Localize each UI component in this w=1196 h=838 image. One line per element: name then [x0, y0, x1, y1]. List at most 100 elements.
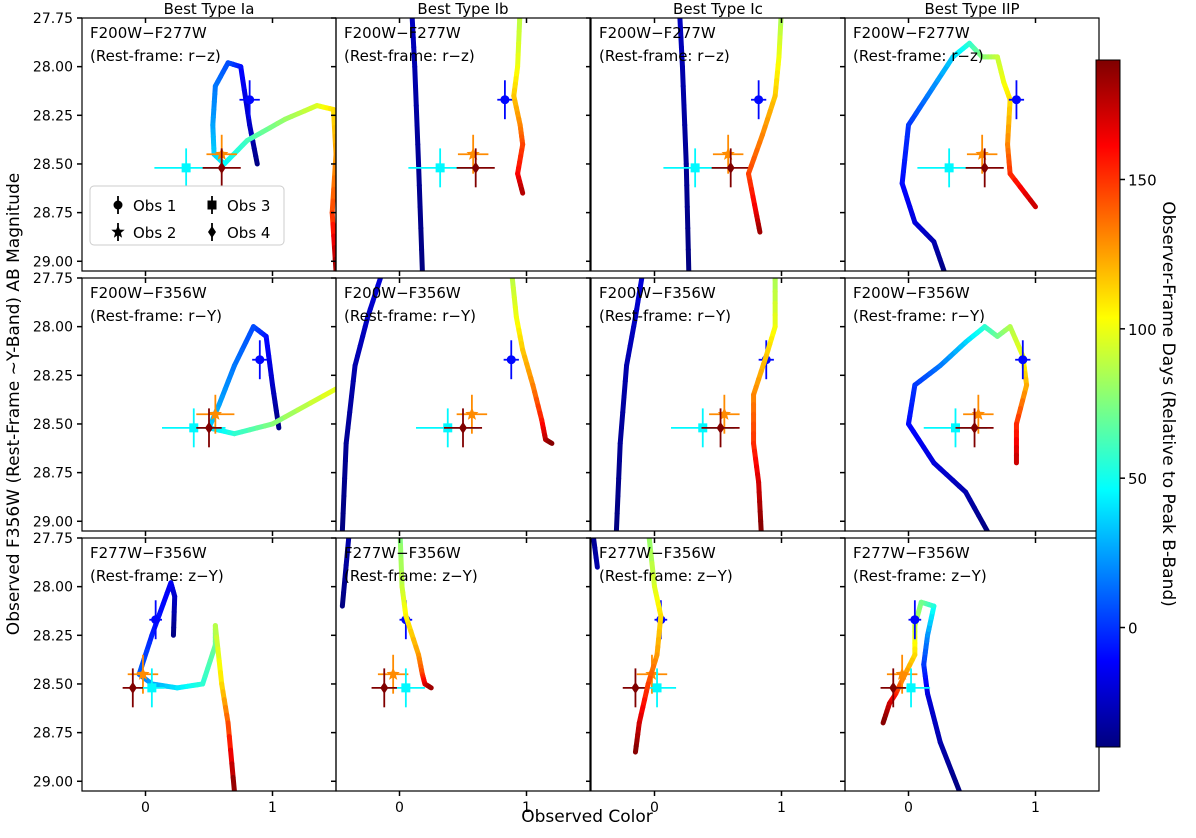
diamond-marker	[889, 681, 898, 694]
filter-label: F200W−F277W	[599, 24, 716, 42]
filter-label: F200W−F277W	[344, 24, 461, 42]
panel-frame	[335, 537, 591, 792]
column-title: Best Type Ib	[417, 0, 508, 18]
model-track-segment	[616, 440, 623, 464]
observation-1	[149, 600, 163, 640]
rest-frame-label: (Rest-frame: r−z)	[344, 47, 475, 65]
panel-r0-c3: Best Type IIP F200W−F277W (Rest-frame: r−z…	[840, 0, 1038, 276]
observation-1	[908, 600, 922, 640]
colorbar-tick-label: 0	[1128, 620, 1138, 638]
model-track-segment	[620, 394, 627, 415]
model-track-segment	[778, 18, 784, 21]
model-track-segment	[509, 278, 515, 281]
x-tick-label: 1	[522, 800, 531, 816]
model-track-segment	[680, 83, 687, 109]
panel-frame	[335, 277, 591, 532]
model-track-segment	[346, 538, 352, 541]
panel-r1-c2: F200W−F356W (Rest-frame: r−Y)	[586, 277, 783, 536]
square-marker	[189, 423, 199, 433]
y-tick-label: 28.50	[33, 677, 73, 693]
observation-1	[497, 80, 513, 120]
model-track-segment	[342, 458, 348, 481]
observation-1	[1015, 340, 1031, 380]
model-track-segment	[548, 440, 555, 446]
x-tick-label: 0	[650, 800, 659, 816]
model-track-segment	[677, 18, 683, 31]
observation-4	[701, 408, 740, 448]
legend-label: Obs 2	[133, 224, 176, 242]
model-track-segment	[418, 225, 425, 253]
model-track-segment	[348, 378, 356, 400]
filter-label: F200W−F356W	[344, 284, 461, 302]
circle-marker	[506, 355, 516, 365]
star-marker	[136, 667, 150, 680]
column-title: Best Type Ic	[673, 0, 763, 18]
filter-label: F277W−F356W	[344, 544, 461, 562]
x-tick-label: 0	[395, 800, 404, 816]
diamond-marker	[471, 161, 480, 174]
filter-label: F200W−F277W	[90, 24, 207, 42]
filter-label: F200W−F356W	[853, 284, 970, 302]
filter-label: F200W−F277W	[853, 24, 970, 42]
observation-4	[955, 408, 994, 448]
diamond-marker	[459, 421, 467, 434]
model-track-segment	[617, 425, 624, 446]
colorbar	[1095, 59, 1121, 748]
panel-content	[162, 324, 336, 448]
circle-marker	[245, 95, 255, 105]
star-marker	[721, 147, 735, 160]
square-marker	[401, 683, 411, 693]
panel-r0-c1: Best Type Ib F200W−F277W (Rest-frame: r−z)	[331, 0, 528, 276]
legend-label: Obs 3	[227, 197, 270, 215]
square-marker	[207, 200, 217, 210]
model-track-segment	[320, 386, 336, 399]
square-marker	[181, 163, 191, 173]
model-track-segment	[413, 103, 420, 128]
star-marker	[971, 407, 985, 420]
rest-frame-label: (Rest-frame: r−Y)	[344, 307, 476, 325]
y-tick-label: 28.50	[33, 157, 73, 173]
y-tick-label: 29.00	[33, 514, 73, 530]
model-track-segment	[412, 64, 419, 89]
column-title: Best Type IIP	[924, 0, 1019, 18]
y-tick-label: 27.75	[33, 11, 73, 27]
y-tick-label: 29.00	[33, 774, 73, 790]
square-marker	[690, 163, 700, 173]
observation-4	[371, 668, 397, 708]
panel-content	[591, 538, 677, 755]
rest-frame-label: (Rest-frame: z−Y)	[90, 567, 224, 585]
y-tick-label: 28.25	[33, 108, 73, 124]
filter-label: F200W−F356W	[90, 284, 207, 302]
diamond-marker	[631, 681, 640, 694]
column-title: Best Type Ia	[164, 0, 255, 18]
colorbar-tick-label: 150	[1128, 171, 1157, 189]
observation-4	[622, 668, 649, 708]
diamond-marker	[208, 226, 216, 238]
model-track-segment	[685, 225, 691, 253]
panel-r1-c1: F200W−F356W (Rest-frame: r−Y)	[331, 277, 555, 536]
x-tick-label: 0	[904, 800, 913, 816]
y-tick-label: 27.75	[33, 271, 73, 287]
model-track-segment	[616, 458, 622, 481]
observation-1	[1008, 80, 1025, 120]
y-tick-label: 28.75	[33, 466, 73, 482]
panel-r2-c3: 0 1 F277W−F356W (Rest-frame: z−Y)	[840, 537, 1040, 816]
observation-4	[711, 148, 750, 188]
diamond-marker	[380, 681, 389, 694]
panel-r1-c0: 27.75 28.00 28.25 28.50 28.75 29.00 F200W−F356…	[33, 271, 336, 536]
square-marker	[435, 163, 445, 173]
rest-frame-label: (Rest-frame: z−Y)	[344, 567, 478, 585]
diamond-marker	[980, 161, 989, 174]
model-track-segment	[622, 363, 630, 384]
observation-4	[965, 148, 1004, 188]
model-track-segment	[400, 519, 401, 533]
panel-frame	[335, 17, 591, 272]
diamond-marker	[970, 421, 979, 434]
y-tick-label: 28.00	[33, 60, 73, 76]
panel-r0-c2: Best Type Ic F200W−F277W (Rest-frame: r−z)	[586, 0, 784, 276]
x-tick-label: 1	[268, 800, 277, 816]
model-track-segment	[684, 204, 691, 231]
model-track-segment	[343, 425, 351, 446]
filter-label: F277W−F356W	[599, 544, 716, 562]
